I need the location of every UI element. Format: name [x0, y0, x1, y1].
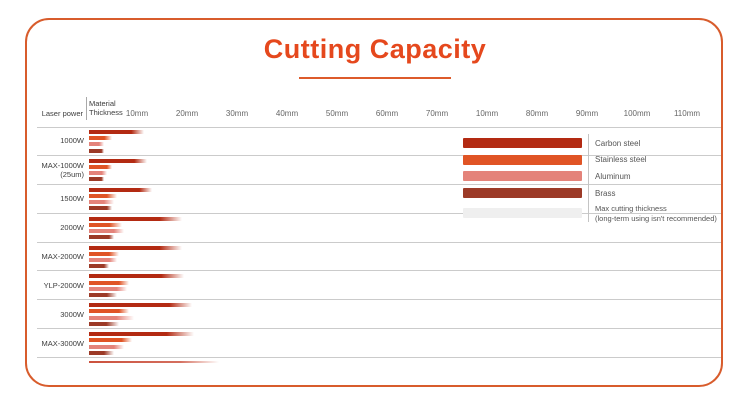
- bar-group: [89, 245, 182, 271]
- material-thickness-header: Material Thickness: [89, 99, 123, 117]
- axis-tick: 70mm: [425, 109, 449, 118]
- header-divider: [86, 97, 87, 120]
- axis-tick: 50mm: [325, 109, 349, 118]
- row-label: 2000W: [60, 223, 84, 233]
- row-label: 1000W: [60, 136, 84, 146]
- legend-label: Stainless steel: [595, 155, 647, 165]
- bar-brass: [89, 206, 112, 211]
- bar-brass: [89, 321, 119, 326]
- table-row: 1000W: [37, 127, 721, 156]
- axis-tick: 110mm: [673, 109, 701, 118]
- axis-tick: 80mm: [525, 109, 549, 118]
- row-label: MAX-2000W: [41, 251, 84, 261]
- bar-carbon-steel: [89, 158, 147, 163]
- bar-brass: [89, 148, 104, 153]
- bar-carbon-steel: [89, 303, 192, 308]
- bar-stainless-steel: [89, 165, 112, 170]
- legend-label: Brass: [595, 188, 616, 198]
- axis-tick: 90mm: [575, 109, 599, 118]
- table-row: YLP-2000W: [37, 271, 721, 301]
- axis-tick: 40mm: [275, 109, 299, 118]
- table-row: 1500W: [37, 185, 721, 214]
- legend-swatch-max-thickness: [463, 208, 582, 218]
- laser-power-header: Laser power: [41, 109, 83, 118]
- bar-carbon-steel: [89, 245, 182, 250]
- bar-brass: [89, 235, 114, 240]
- bar-stainless-steel: [89, 136, 112, 141]
- bar-aluminum: [89, 229, 124, 233]
- table-row: MAX-3000W: [37, 329, 721, 358]
- bar-group: [89, 130, 144, 155]
- bar-carbon-steel: [89, 274, 184, 279]
- table-row: 3000W: [37, 300, 721, 330]
- bar-carbon-steel: [89, 187, 152, 192]
- bar-stainless-steel: [89, 251, 119, 256]
- bar-stainless-steel: [89, 309, 129, 314]
- bar-stainless-steel: [89, 193, 117, 198]
- table-row: 2000W: [37, 214, 721, 243]
- bar-group: [89, 332, 194, 357]
- axis-tick: 100mm: [623, 109, 651, 118]
- legend-label: Carbon steel: [595, 138, 641, 148]
- header-separator-line: [37, 127, 721, 128]
- bar-stainless-steel: [89, 338, 132, 343]
- legend-swatch-stainless-steel: [463, 154, 582, 165]
- title-underline: [299, 77, 451, 79]
- table-row: MAX-2000W: [37, 243, 721, 272]
- axis-tick: 10mm: [475, 109, 499, 118]
- bar-aluminum: [89, 315, 134, 320]
- row-label: 1500W: [60, 194, 84, 204]
- row-label: 3000W: [60, 309, 84, 319]
- legend-divider: [588, 134, 589, 222]
- bar-group: [89, 274, 184, 299]
- legend-label: Aluminum: [595, 171, 631, 181]
- frame-border: [25, 18, 723, 387]
- bar-aluminum: [89, 200, 114, 205]
- bar-brass: [89, 264, 109, 269]
- axis-tick: 20mm: [175, 109, 199, 118]
- material-thickness-line1: Material: [89, 99, 116, 108]
- legend-label-max-thickness: Max cutting thickness (long-term using is…: [595, 204, 717, 223]
- bar-aluminum: [89, 171, 107, 176]
- bar-aluminum: [89, 142, 104, 147]
- legend-swatch-brass: [463, 188, 582, 198]
- bottom-accent-strip: [89, 361, 219, 363]
- bar-aluminum: [89, 286, 127, 291]
- row-label: MAX-1000W (25um): [41, 160, 84, 179]
- axis-tick: 30mm: [225, 109, 249, 118]
- table-row: MAX-1000W (25um): [37, 156, 721, 185]
- bar-group: [89, 303, 192, 328]
- row-label: MAX-3000W: [41, 338, 84, 348]
- bar-group: [89, 216, 182, 242]
- bar-brass: [89, 350, 114, 355]
- material-thickness-line2: Thickness: [89, 108, 123, 117]
- axis-tick: 10mm: [125, 109, 149, 118]
- row-label: YLP-2000W: [43, 280, 84, 290]
- bar-group: [89, 187, 152, 213]
- legend-swatch-carbon-steel: [463, 138, 582, 148]
- bar-stainless-steel: [89, 280, 129, 285]
- bar-carbon-steel: [89, 216, 182, 221]
- bar-brass: [89, 177, 104, 182]
- bar-carbon-steel: [89, 130, 144, 134]
- bar-brass: [89, 292, 117, 297]
- page-title: Cutting Capacity: [263, 34, 487, 64]
- bar-group: [89, 158, 147, 184]
- bar-carbon-steel: [89, 332, 194, 337]
- bar-aluminum: [89, 257, 117, 262]
- bar-stainless-steel: [89, 222, 122, 227]
- bar-aluminum: [89, 344, 124, 349]
- legend-swatch-aluminum: [463, 171, 582, 182]
- axis-tick: 60mm: [375, 109, 399, 118]
